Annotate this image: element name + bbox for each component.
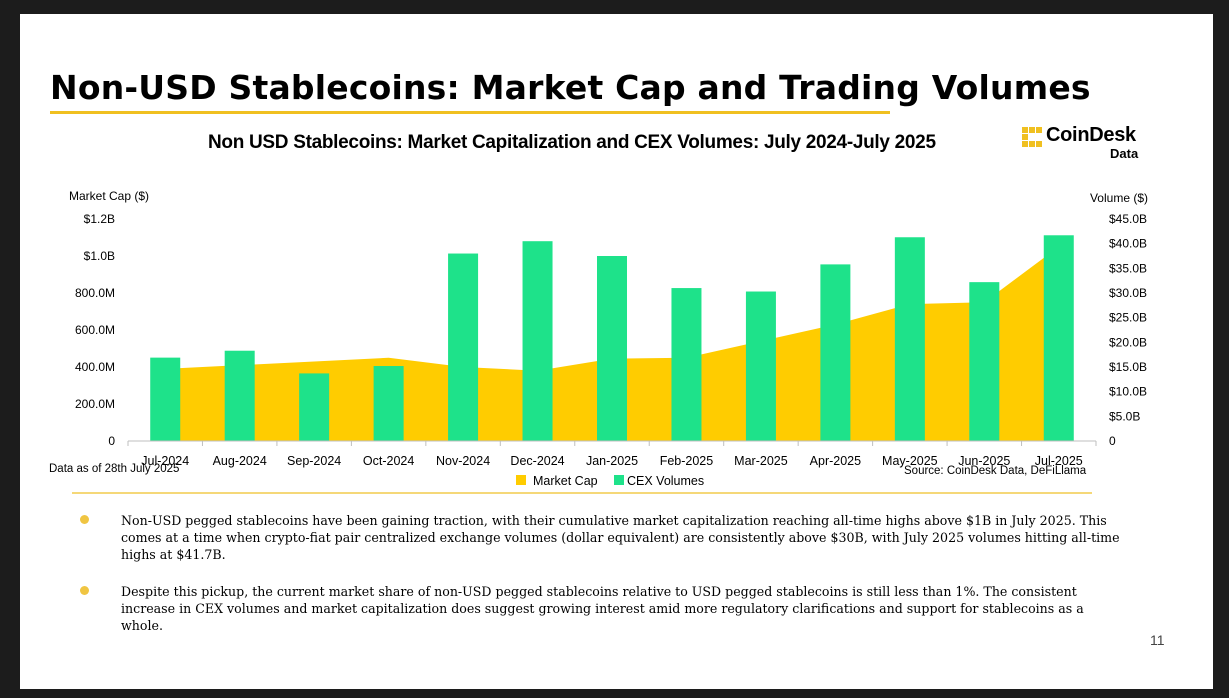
legend-label-market-cap: Market Cap: [533, 474, 598, 488]
volume-bar: [299, 373, 330, 441]
y-left-axis-label: Market Cap ($): [69, 189, 149, 203]
y-right-tick-label: 0: [1109, 434, 1116, 448]
bullet-dot-icon: [80, 586, 89, 595]
y-left-tick-label: 600.0M: [75, 323, 115, 337]
separator-rule: [72, 492, 1092, 494]
x-tick-label: Sep-2024: [287, 454, 341, 468]
y-left-tick-label: 400.0M: [75, 360, 115, 374]
volume-bar: [224, 350, 255, 441]
volume-bar: [820, 264, 851, 441]
y-right-tick-label: $45.0B: [1109, 212, 1147, 226]
data-date-note: Data as of 28th July 2025: [49, 463, 180, 475]
y-left-tick-label: 200.0M: [75, 397, 115, 411]
volume-bar: [448, 253, 479, 441]
y-right-tick-label: $5.0B: [1109, 409, 1140, 423]
coindesk-logo-icon: [1022, 127, 1042, 147]
y-left-tick-label: $1.0B: [84, 249, 115, 263]
x-tick-label: Dec-2024: [510, 454, 564, 468]
volume-bar: [597, 256, 627, 441]
volume-bar: [894, 237, 925, 441]
bullet-dot-icon: [80, 515, 89, 524]
volume-bar: [969, 282, 1000, 441]
x-tick-label: Jan-2025: [586, 454, 638, 468]
volume-bar: [522, 241, 553, 441]
y-right-tick-label: $35.0B: [1109, 261, 1147, 275]
y-left-tick-label: 800.0M: [75, 286, 115, 300]
legend-swatch-cex-volumes: [614, 475, 624, 485]
x-tick-label: Mar-2025: [734, 454, 788, 468]
x-tick-label: Jul-2025: [1035, 454, 1083, 468]
volume-bar: [150, 357, 181, 441]
y-left-tick-label: $1.2B: [84, 212, 115, 226]
y-right-tick-label: $30.0B: [1109, 286, 1147, 300]
x-tick-label: Aug-2024: [213, 454, 267, 468]
source-note: Source: CoinDesk Data, DeFiLlama: [904, 465, 1087, 477]
x-tick-label: May-2025: [882, 454, 938, 468]
brand-logo: CoinDesk Data: [1022, 124, 1152, 164]
y-right-tick-label: $40.0B: [1109, 237, 1147, 251]
volume-bar: [1043, 235, 1074, 441]
bullet-text: Despite this pickup, the current market …: [121, 584, 1084, 633]
x-tick-label: Feb-2025: [660, 454, 714, 468]
x-tick-label: Oct-2024: [363, 454, 414, 468]
x-tick-label: Jun-2025: [958, 454, 1010, 468]
x-tick-label: Jul-2024: [141, 454, 189, 468]
brand-name: CoinDesk: [1046, 124, 1136, 146]
title-underline: [50, 111, 890, 114]
x-tick-label: Apr-2025: [810, 454, 861, 468]
volume-bar: [373, 366, 404, 441]
y-right-tick-label: $15.0B: [1109, 360, 1147, 374]
bullet-text: Non-USD pegged stablecoins have been gai…: [121, 513, 1120, 562]
slide-title: Non-USD Stablecoins: Market Cap and Trad…: [50, 68, 1091, 107]
y-right-axis-label: Volume ($): [1090, 191, 1148, 205]
y-left-tick-label: 0: [108, 434, 115, 448]
legend-label-cex-volumes: CEX Volumes: [627, 474, 704, 488]
volume-bar: [671, 288, 702, 441]
y-right-tick-label: $10.0B: [1109, 385, 1147, 399]
brand-sub: Data: [1110, 146, 1139, 161]
x-tick-label: Nov-2024: [436, 454, 490, 468]
y-right-tick-label: $25.0B: [1109, 311, 1147, 325]
y-right-tick-label: $20.0B: [1109, 335, 1147, 349]
page-number: 11: [1150, 632, 1165, 648]
chart-title: Non USD Stablecoins: Market Capitalizati…: [208, 132, 936, 153]
volume-bar: [745, 291, 776, 441]
legend-swatch-market-cap: [516, 475, 526, 485]
